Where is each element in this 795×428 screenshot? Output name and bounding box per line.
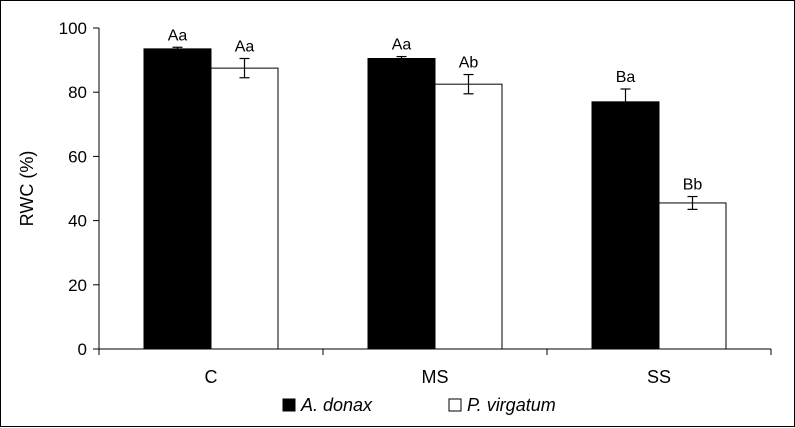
bar xyxy=(658,202,727,350)
data-label: Aa xyxy=(235,38,255,55)
x-category-label: MS xyxy=(422,367,449,387)
x-category-label: C xyxy=(205,367,218,387)
bar xyxy=(210,67,279,350)
y-tick-label: 80 xyxy=(68,83,87,102)
y-tick-label: 40 xyxy=(68,212,87,231)
data-label: Bb xyxy=(683,177,703,194)
legend: A. donax P. virgatum xyxy=(282,395,556,415)
bar xyxy=(367,57,436,350)
x-category-label: SS xyxy=(647,367,671,387)
y-tick-label: 0 xyxy=(78,340,87,359)
data-label: Aa xyxy=(168,27,188,44)
legend-swatch xyxy=(448,398,462,412)
data-label: Aa xyxy=(392,37,412,54)
bars xyxy=(143,46,727,350)
y-axis: 0 20 40 60 80 100 xyxy=(59,19,100,359)
bar xyxy=(143,48,212,350)
x-axis: C MS SS xyxy=(98,348,772,387)
data-label: Ba xyxy=(616,69,636,86)
y-tick-label: 20 xyxy=(68,276,87,295)
bar xyxy=(434,83,503,350)
data-labels: Aa Aa Ba Aa Ab Bb xyxy=(168,27,703,193)
legend-label: P. virgatum xyxy=(467,395,556,415)
legend-label: A. donax xyxy=(300,395,373,415)
data-label: Ab xyxy=(459,55,479,72)
y-axis-title: RWC (%) xyxy=(17,151,37,227)
bar xyxy=(591,101,660,350)
legend-swatch xyxy=(282,398,296,412)
y-tick-label: 60 xyxy=(68,147,87,166)
y-tick-label: 100 xyxy=(59,19,87,38)
